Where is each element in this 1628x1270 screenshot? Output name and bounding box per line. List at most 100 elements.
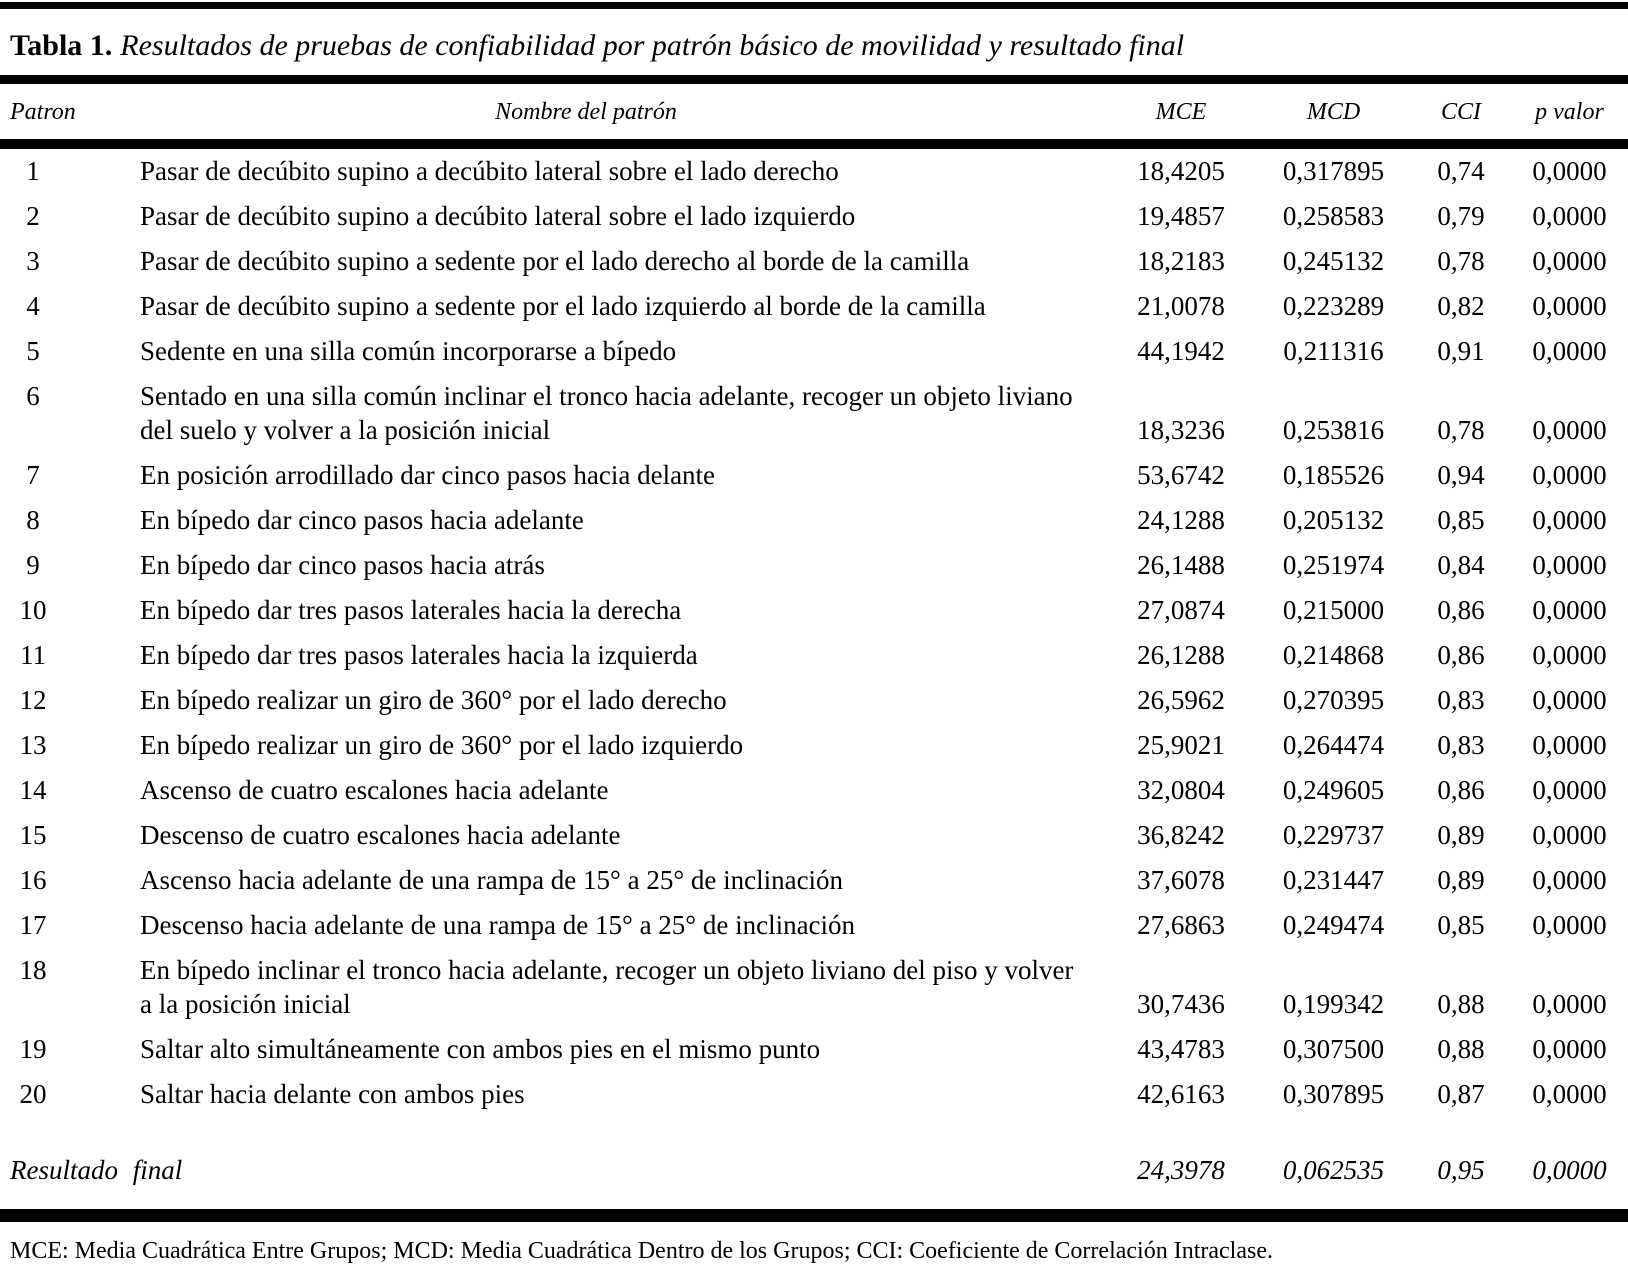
table-row: 9 En bípedo dar cinco pasos hacia atrás … — [0, 543, 1628, 588]
row-pattern-number: 6 — [26, 381, 40, 411]
row-p-value: 0,0000 — [1532, 291, 1607, 321]
row-mcd-value: 0,185526 — [1282, 460, 1385, 490]
row-cci-value: 0,88 — [1437, 989, 1485, 1019]
row-pattern-name: En posición arrodillado dar cinco pasos … — [140, 460, 716, 490]
total-row-label: Resultado final — [10, 1155, 183, 1185]
row-p-value: 0,0000 — [1532, 640, 1607, 670]
table-row: 20 Saltar hacia delante con ambos pies 4… — [0, 1072, 1628, 1117]
column-header-patron: Patron — [0, 75, 76, 149]
row-cci-value: 0,79 — [1437, 201, 1485, 231]
row-mce-value: 25,9021 — [1137, 730, 1225, 760]
row-mcd-value: 0,215000 — [1282, 595, 1385, 625]
row-pattern-number: 2 — [26, 201, 40, 231]
row-pattern-name: Saltar alto simultáneamente con ambos pi… — [140, 1034, 821, 1064]
row-cci-value: 0,94 — [1437, 460, 1485, 490]
row-mcd-value: 0,199342 — [1282, 989, 1385, 1019]
row-pattern-name: Descenso hacia adelante de una rampa de … — [140, 910, 856, 940]
row-mcd-value: 0,249474 — [1282, 910, 1385, 940]
row-cci-value: 0,78 — [1437, 246, 1485, 276]
row-cci-value: 0,89 — [1437, 865, 1485, 895]
table-row: 12 En bípedo realizar un giro de 360° po… — [0, 678, 1628, 723]
row-pattern-number: 7 — [26, 460, 40, 490]
table-row: 8 En bípedo dar cinco pasos hacia adelan… — [0, 498, 1628, 543]
row-cci-value: 0,88 — [1437, 1034, 1485, 1064]
row-pattern-name: Pasar de decúbito supino a sedente por e… — [140, 246, 970, 276]
table-row: 14 Ascenso de cuatro escalones hacia ade… — [0, 768, 1628, 813]
row-pattern-number: 16 — [19, 865, 47, 895]
row-pattern-name: En bípedo dar cinco pasos hacia adelante — [140, 505, 584, 535]
row-pattern-number: 20 — [19, 1079, 47, 1109]
row-pattern-name: En bípedo dar tres pasos laterales hacia… — [140, 640, 698, 670]
row-pattern-name: Saltar hacia delante con ambos pies — [140, 1079, 525, 1109]
row-pattern-number: 14 — [19, 775, 47, 805]
row-pattern-name: Pasar de decúbito supino a decúbito late… — [140, 156, 839, 186]
row-p-value: 0,0000 — [1532, 336, 1607, 366]
row-cci-value: 0,82 — [1437, 291, 1485, 321]
row-pattern-name: Sedente en una silla común incorporarse … — [140, 336, 677, 366]
row-mce-value: 18,3236 — [1137, 415, 1225, 445]
row-cci-value: 0,86 — [1437, 640, 1485, 670]
row-p-value: 0,0000 — [1532, 201, 1607, 231]
table-row: 5 Sedente en una silla común incorporars… — [0, 329, 1628, 374]
row-mce-value: 53,6742 — [1137, 460, 1225, 490]
row-mcd-value: 0,251974 — [1282, 550, 1385, 580]
row-p-value: 0,0000 — [1532, 595, 1607, 625]
row-mcd-value: 0,264474 — [1282, 730, 1385, 760]
row-mcd-value: 0,214868 — [1282, 640, 1385, 670]
row-mce-value: 32,0804 — [1137, 775, 1225, 805]
row-mcd-value: 0,317895 — [1282, 156, 1385, 186]
abbreviations-footnote: MCE: Media Cuadrática Entre Grupos; MCD:… — [10, 1238, 1273, 1264]
row-mcd-value: 0,223289 — [1282, 291, 1385, 321]
row-mcd-value: 0,231447 — [1282, 865, 1385, 895]
row-p-value: 0,0000 — [1532, 775, 1607, 805]
row-p-value: 0,0000 — [1532, 460, 1607, 490]
total-row-mcd-value: 0,062535 — [1282, 1155, 1385, 1185]
row-pattern-number: 13 — [19, 730, 47, 760]
row-mce-value: 18,4205 — [1137, 156, 1225, 186]
column-header-nombre: Nombre del patrón — [66, 75, 1106, 149]
row-mce-value: 43,4783 — [1137, 1034, 1225, 1064]
table-title-text: Resultados de pruebas de confiabilidad p… — [120, 29, 1185, 62]
row-mce-value: 18,2183 — [1137, 246, 1225, 276]
row-cci-value: 0,89 — [1437, 820, 1485, 850]
row-pattern-name: Sentado en una silla común inclinar el t… — [140, 381, 1073, 445]
row-p-value: 0,0000 — [1532, 156, 1607, 186]
row-mcd-value: 0,307895 — [1282, 1079, 1385, 1109]
row-cci-value: 0,87 — [1437, 1079, 1485, 1109]
column-header-mcd: MCD — [1256, 75, 1411, 149]
row-cci-value: 0,84 — [1437, 550, 1485, 580]
row-mce-value: 36,8242 — [1137, 820, 1225, 850]
row-pattern-number: 3 — [26, 246, 40, 276]
row-p-value: 0,0000 — [1532, 415, 1607, 445]
row-pattern-name: Ascenso hacia adelante de una rampa de 1… — [140, 865, 844, 895]
table-row: 18 En bípedo inclinar el tronco hacia ad… — [0, 948, 1628, 1027]
row-cci-value: 0,86 — [1437, 595, 1485, 625]
reliability-results-table: Patron Nombre del patrón MCE MCD CCI p v… — [0, 75, 1628, 1195]
row-p-value: 0,0000 — [1532, 1079, 1607, 1109]
row-pattern-number: 1 — [26, 156, 40, 186]
table-title-label: Tabla 1. — [10, 29, 113, 62]
row-pattern-name: Pasar de decúbito supino a decúbito late… — [140, 201, 856, 231]
row-pattern-name: En bípedo realizar un giro de 360° por e… — [140, 730, 744, 760]
row-mce-value: 26,1288 — [1137, 640, 1225, 670]
row-pattern-number: 5 — [26, 336, 40, 366]
total-row-cci-value: 0,95 — [1437, 1155, 1485, 1185]
total-row-mce-value: 24,3978 — [1137, 1155, 1225, 1185]
row-mce-value: 42,6163 — [1137, 1079, 1225, 1109]
row-cci-value: 0,83 — [1437, 685, 1485, 715]
row-mce-value: 24,1288 — [1137, 505, 1225, 535]
row-pattern-number: 17 — [19, 910, 47, 940]
row-p-value: 0,0000 — [1532, 685, 1607, 715]
row-mce-value: 27,6863 — [1137, 910, 1225, 940]
column-header-p-valor: p valor — [1511, 75, 1628, 149]
row-mce-value: 21,0078 — [1137, 291, 1225, 321]
row-mcd-value: 0,249605 — [1282, 775, 1385, 805]
row-mce-value: 27,0874 — [1137, 595, 1225, 625]
row-pattern-number: 12 — [19, 685, 47, 715]
row-pattern-number: 18 — [19, 955, 47, 985]
row-mce-value: 26,5962 — [1137, 685, 1225, 715]
table-row: 6 Sentado en una silla común inclinar el… — [0, 374, 1628, 453]
table-row: 4 Pasar de decúbito supino a sedente por… — [0, 284, 1628, 329]
row-mcd-value: 0,270395 — [1282, 685, 1385, 715]
